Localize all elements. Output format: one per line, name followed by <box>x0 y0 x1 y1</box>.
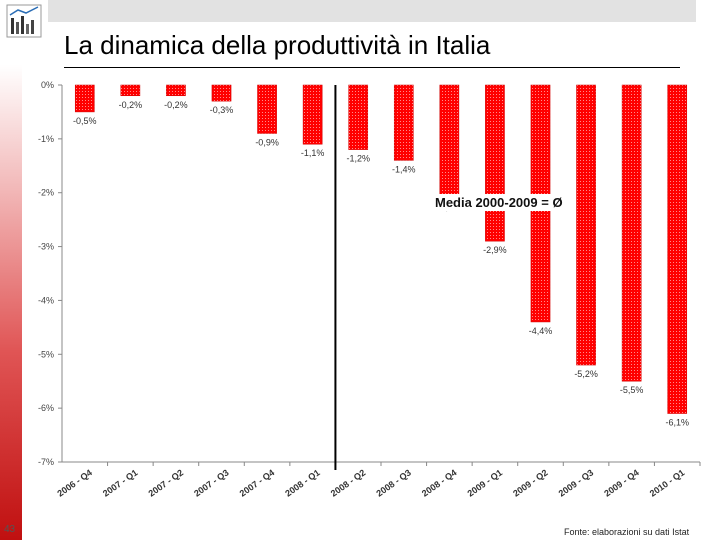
logo-icon <box>6 4 42 38</box>
bar <box>211 84 232 102</box>
x-category-label: 2008 - Q4 <box>420 467 459 498</box>
data-label: -1,2% <box>346 154 370 164</box>
data-label: -0,2% <box>119 100 143 110</box>
y-tick-label: -3% <box>38 242 54 252</box>
bar <box>393 84 414 161</box>
title-underline <box>64 67 680 68</box>
top-band <box>48 0 696 22</box>
y-tick-label: -1% <box>38 134 54 144</box>
bar <box>120 84 141 97</box>
bar <box>485 84 505 242</box>
y-tick-label: -4% <box>38 295 54 305</box>
bar <box>667 84 688 414</box>
data-label: -1,1% <box>301 148 325 158</box>
data-label: -5,2% <box>574 369 598 379</box>
x-category-label: 2008 - Q2 <box>329 467 368 498</box>
x-category-label: 2006 - Q4 <box>55 467 94 498</box>
x-category-label: 2009 - Q2 <box>511 467 550 498</box>
data-label: -0,3% <box>210 105 234 115</box>
y-tick-label: -2% <box>38 188 54 198</box>
data-label: -2,9% <box>483 245 507 255</box>
data-label: -4,4% <box>529 326 553 336</box>
x-category-label: 2009 - Q1 <box>466 467 505 498</box>
x-category-label: 2007 - Q3 <box>192 467 231 498</box>
x-category-label: 2007 - Q2 <box>147 467 186 498</box>
y-tick-label: -5% <box>38 349 54 359</box>
x-category-label: 2009 - Q4 <box>602 467 641 498</box>
data-label: -0,5% <box>73 116 97 126</box>
average-annotation: Media 2000-2009 = Ø <box>432 194 566 211</box>
x-category-label: 2007 - Q4 <box>238 467 277 498</box>
y-tick-label: -6% <box>38 403 54 413</box>
page-title: La dinamica della produttività in Italia <box>64 30 491 60</box>
x-category-label: 2008 - Q1 <box>283 467 322 498</box>
bar <box>257 84 277 134</box>
data-label: -1,4% <box>392 164 416 174</box>
page-number: 43 <box>4 524 16 535</box>
x-category-label: 2008 - Q3 <box>374 467 413 498</box>
bar <box>439 84 460 199</box>
data-label: -0,2% <box>164 100 188 110</box>
y-tick-label: 0% <box>41 80 54 90</box>
data-label: -6,1% <box>665 418 689 428</box>
bar <box>348 84 369 150</box>
bar <box>166 84 186 97</box>
source-note: Fonte: elaborazioni su dati Istat <box>564 527 690 537</box>
bar <box>621 84 642 382</box>
x-category-label: 2007 - Q1 <box>101 467 140 498</box>
x-category-label: 2009 - Q3 <box>557 467 596 498</box>
bar <box>576 84 596 366</box>
x-category-label: 2010 - Q1 <box>648 467 687 498</box>
left-accent-bar <box>0 0 22 540</box>
data-label: -5,5% <box>620 385 644 395</box>
bar <box>302 84 323 145</box>
y-tick-label: -7% <box>38 457 54 467</box>
data-label: -0,9% <box>255 137 279 147</box>
bar <box>74 84 95 113</box>
